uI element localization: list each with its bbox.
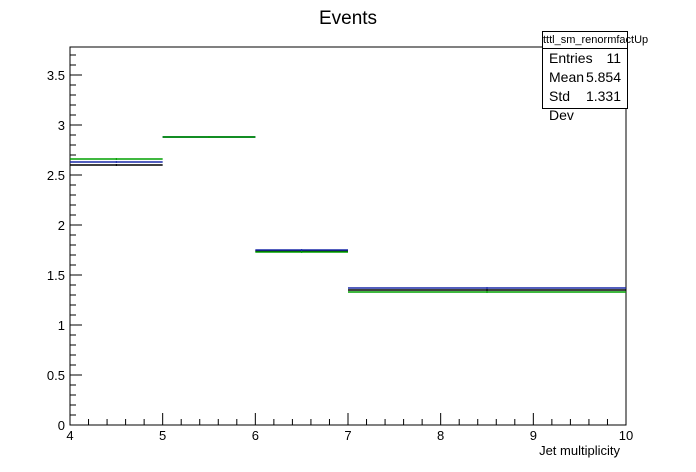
y-tick-label: 1.5 — [47, 268, 65, 283]
x-tick-label: 9 — [530, 428, 537, 443]
stats-label: Mean — [549, 69, 585, 85]
y-tick-label: 3 — [58, 118, 65, 133]
chart-title: Events — [319, 8, 377, 29]
x-tick-label: 7 — [344, 428, 351, 443]
y-tick-label: 0.5 — [47, 368, 65, 383]
x-axis: 4 5 6 7 8 9 10 — [66, 413, 633, 443]
x-tick-label: 5 — [159, 428, 166, 443]
y-axis: 0 0.5 1 1.5 2 2.5 3 3.5 — [47, 54, 82, 433]
stats-row-mean: Mean 5.854 — [543, 68, 627, 87]
x-tick-label: 6 — [252, 428, 259, 443]
x-tick-label: 4 — [66, 428, 73, 443]
stats-value: 11 — [606, 50, 621, 66]
stats-row-entries: Entries 11 — [543, 49, 627, 68]
stats-box: tttl_sm_renormfactUp Entries 11 Mean 5.8… — [542, 31, 648, 123]
y-tick-label: 0 — [58, 418, 65, 433]
y-tick-label: 2.5 — [47, 168, 65, 183]
histogram-series — [70, 136, 626, 293]
stats-label: Entries — [549, 50, 593, 66]
x-axis-label: Jet multiplicity — [539, 443, 620, 458]
y-tick-label: 2 — [58, 218, 65, 233]
x-tick-label: 8 — [437, 428, 444, 443]
stats-label: Std Dev — [549, 88, 574, 123]
stats-title: tttl_sm_renormfactUp — [543, 32, 648, 49]
stats-value: 1.331 — [585, 88, 621, 104]
y-tick-label: 1 — [58, 318, 65, 333]
stats-row-stddev: Std Dev 1.331 — [543, 87, 627, 125]
stats-value: 5.854 — [585, 69, 621, 85]
x-tick-label: 10 — [619, 428, 633, 443]
y-tick-label: 3.5 — [47, 68, 65, 83]
